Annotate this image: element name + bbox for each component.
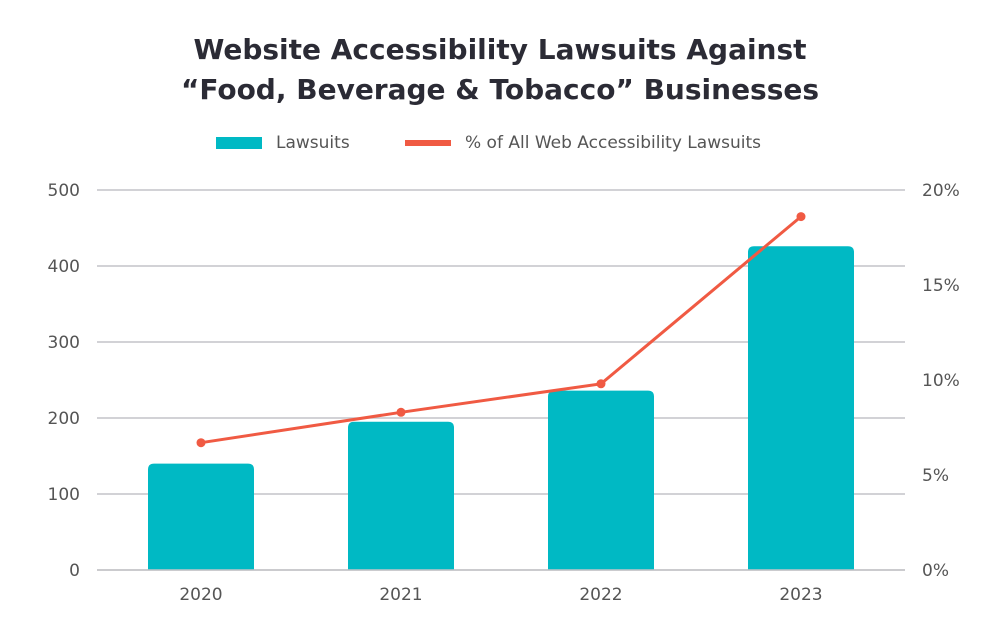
bar-2021 <box>348 421 454 570</box>
right-tick-label: 15% <box>922 276 960 296</box>
right-tick-label: 0% <box>922 561 949 581</box>
line-point-2020 <box>196 438 206 448</box>
right-tick-label: 20% <box>922 181 960 201</box>
right-tick-label: 5% <box>922 466 949 486</box>
legend-item-lawsuits: Lawsuits <box>216 133 350 153</box>
left-tick-label: 100 <box>48 485 80 505</box>
bar-2022 <box>548 390 654 570</box>
line-point-2023 <box>796 212 806 222</box>
bar-2020 <box>148 463 254 570</box>
left-tick-label: 300 <box>48 333 80 353</box>
legend-swatch-line <box>405 140 451 146</box>
legend-label: % of All Web Accessibility Lawsuits <box>465 133 761 153</box>
chart-title: Website Accessibility Lawsuits Against “… <box>0 30 1000 110</box>
bar-2023 <box>748 246 854 571</box>
left-tick-label: 400 <box>48 257 80 277</box>
left-tick-label: 0 <box>69 561 80 581</box>
legend-item-percent: % of All Web Accessibility Lawsuits <box>405 133 761 153</box>
x-tick-label: 2023 <box>779 585 822 605</box>
percent-line <box>200 215 802 445</box>
legend-swatch-bar <box>216 137 262 149</box>
left-tick-label: 200 <box>48 409 80 429</box>
x-tick-label: 2021 <box>379 585 422 605</box>
legend-label: Lawsuits <box>276 133 350 153</box>
line-point-2021 <box>396 407 406 417</box>
title-line-2: “Food, Beverage & Tobacco” Businesses <box>180 73 820 106</box>
line-point-2022 <box>596 379 606 389</box>
x-tick-label: 2022 <box>579 585 622 605</box>
left-tick-label: 500 <box>48 181 80 201</box>
legend: Lawsuits % of All Web Accessibility Laws… <box>0 133 1000 157</box>
right-tick-label: 10% <box>922 371 960 391</box>
x-tick-label: 2020 <box>179 585 222 605</box>
title-line-1: Website Accessibility Lawsuits Against <box>193 33 807 66</box>
